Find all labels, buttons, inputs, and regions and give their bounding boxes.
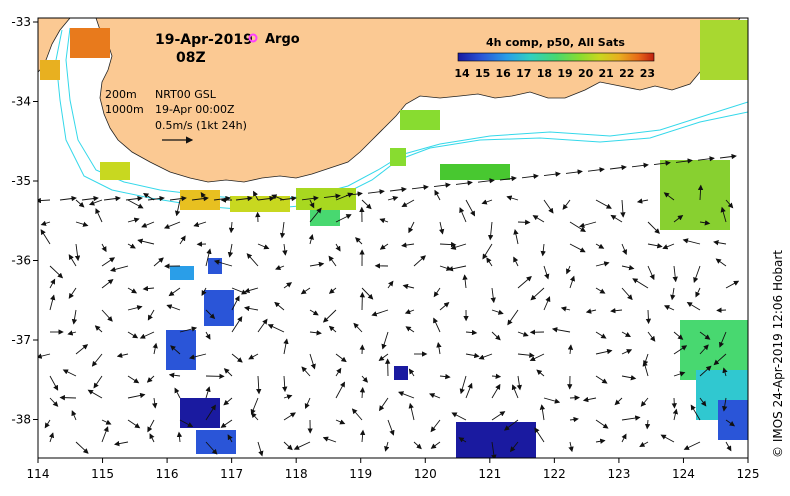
current-arrow bbox=[570, 398, 579, 399]
colorbar-tick-label: 21 bbox=[599, 67, 614, 80]
isobath-200-label: 200m bbox=[105, 88, 137, 101]
colorbar-tick-label: 18 bbox=[537, 67, 552, 80]
x-tick-label: 123 bbox=[607, 467, 630, 481]
colorbar-tick-label: 14 bbox=[454, 67, 470, 80]
current-arrow bbox=[648, 310, 649, 323]
colorbar-tick-label: 23 bbox=[640, 67, 655, 80]
argo-label: Argo bbox=[265, 32, 300, 47]
colorbar-title: 4h comp, p50, All Sats bbox=[486, 36, 625, 49]
x-tick-label: 118 bbox=[285, 467, 308, 481]
time-label: 08Z bbox=[176, 50, 206, 66]
colorbar-tick-label: 19 bbox=[557, 67, 572, 80]
x-tick-label: 119 bbox=[349, 467, 372, 481]
x-tick-label: 117 bbox=[220, 467, 243, 481]
colorbar-tick-label: 22 bbox=[619, 67, 634, 80]
current-arrow bbox=[717, 310, 726, 311]
current-arrow bbox=[518, 222, 530, 223]
x-tick-label: 115 bbox=[91, 467, 114, 481]
y-tick-label: -35 bbox=[11, 174, 31, 188]
x-axis: 114 115 116 117 118 119 120 121 122 123 124 125 bbox=[27, 458, 760, 481]
credit-label: © IMOS 24-Apr-2019 12:06 Hobart bbox=[771, 250, 785, 458]
y-tick-label: -37 bbox=[11, 333, 31, 347]
y-tick-label: -34 bbox=[11, 95, 31, 109]
colorbar bbox=[458, 53, 654, 61]
y-tick-label: -33 bbox=[11, 15, 31, 29]
product-time-label: 19-Apr 00:00Z bbox=[155, 103, 235, 116]
product-label: NRT00 GSL bbox=[155, 88, 217, 101]
y-axis: -33 -34 -35 -36 -37 -38 bbox=[11, 15, 38, 427]
x-tick-label: 122 bbox=[543, 467, 566, 481]
isobath-1000-label: 1000m bbox=[105, 103, 144, 116]
x-tick-label: 114 bbox=[27, 467, 50, 481]
scale-label: 0.5m/s (1kt 24h) bbox=[155, 119, 247, 132]
x-tick-label: 120 bbox=[414, 467, 437, 481]
x-tick-label: 116 bbox=[156, 467, 179, 481]
current-arrow bbox=[60, 398, 76, 399]
y-tick-label: -36 bbox=[11, 254, 31, 268]
colorbar-tick-label: 20 bbox=[578, 67, 594, 80]
colorbar-tick-label: 15 bbox=[475, 67, 490, 80]
colorbar-tick-label: 17 bbox=[516, 67, 531, 80]
date-label: 19-Apr-2019 bbox=[155, 32, 253, 48]
x-tick-label: 124 bbox=[672, 467, 695, 481]
x-tick-label: 125 bbox=[737, 467, 760, 481]
colorbar-tick-label: 16 bbox=[496, 67, 512, 80]
y-tick-label: -38 bbox=[11, 413, 31, 427]
current-arrow bbox=[674, 398, 675, 408]
x-tick-label: 121 bbox=[478, 467, 501, 481]
